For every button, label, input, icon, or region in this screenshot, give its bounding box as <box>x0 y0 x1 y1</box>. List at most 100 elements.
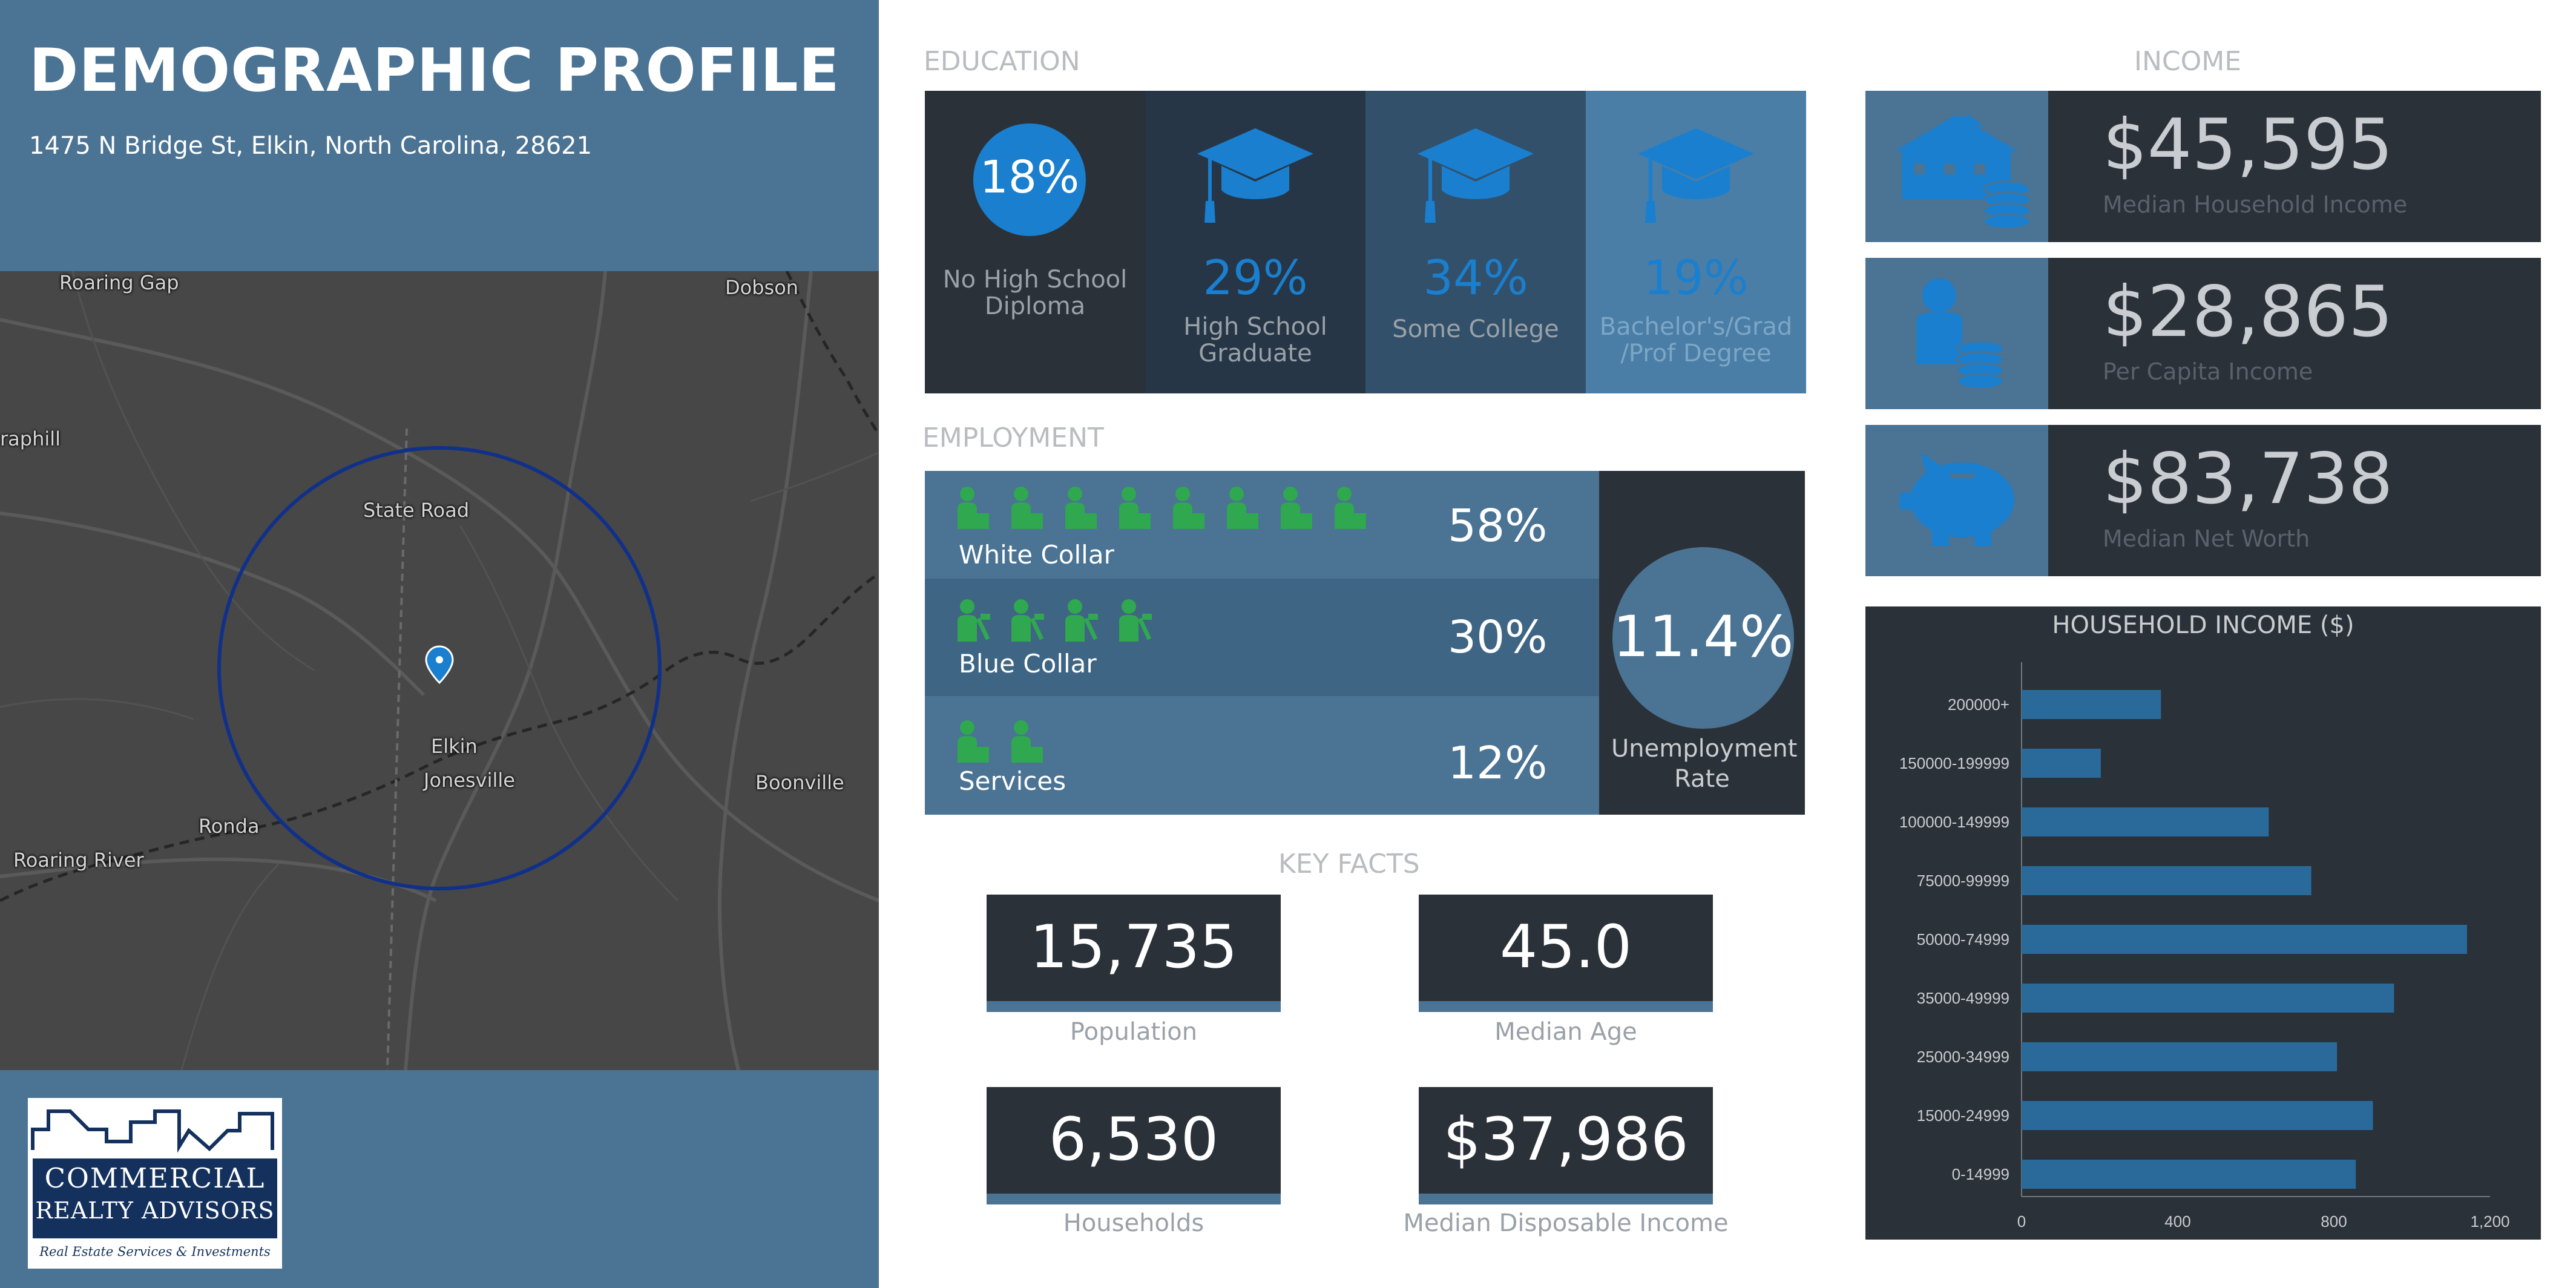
graduation-cap-icon <box>1197 128 1313 223</box>
unemployment-value: 11.4% <box>1612 604 1794 670</box>
income-body: $28,865 Per Capita Income <box>2048 258 2541 409</box>
x-tick-label: 0 <box>2017 1212 2026 1230</box>
income-label: Median Net Worth <box>2103 525 2310 552</box>
edu-label: Some College <box>1392 315 1559 343</box>
income-value: $83,738 <box>2103 438 2393 520</box>
income-heading: INCOME <box>2134 46 2242 77</box>
bar <box>2022 807 2269 836</box>
logo-line-1: COMMERCIAL <box>44 1162 266 1194</box>
map-label: Roaring River <box>13 849 144 872</box>
y-tick-label: 75000-99999 <box>1917 872 2009 890</box>
logo-banner <box>33 1158 277 1238</box>
page-title: DEMOGRAPHIC PROFILE <box>29 36 840 105</box>
bar <box>2022 866 2312 895</box>
edu-label: Bachelor's/Grad /Prof Degree <box>1599 313 1793 367</box>
education-no-diploma: 18% No High School Diploma <box>925 91 1145 393</box>
map-label: Ronda <box>199 815 260 838</box>
y-tick-label: 200000+ <box>1948 695 2009 714</box>
logo-tagline: Real Estate Services & Investments <box>39 1244 271 1259</box>
bar <box>2022 1160 2356 1189</box>
y-tick-label: 150000-199999 <box>1899 754 2009 772</box>
logo-line-2: REALTY ADVISORS <box>35 1197 275 1224</box>
person-icon <box>1011 720 1043 763</box>
fact-label: Median Age <box>1494 1018 1637 1046</box>
household-income-chart: HOUSEHOLD INCOME ($) 200000+ 150000-19999… <box>1865 606 2541 1240</box>
white-collar-icons <box>954 484 1414 533</box>
income-per-capita: $28,865 Per Capita Income <box>1865 258 2541 409</box>
x-tick-label: 400 <box>2164 1212 2190 1230</box>
emp-pct: 58% <box>1448 500 1548 552</box>
person-icon <box>958 720 989 763</box>
y-tick-label: 25000-34999 <box>1917 1048 2009 1066</box>
employment-services: Services 12% <box>925 696 1599 815</box>
chart-title: HOUSEHOLD INCOME ($) <box>2052 611 2354 639</box>
unemployment-panel: 11.4% Unemployment Rate <box>1599 471 1805 815</box>
bar <box>2022 1101 2373 1130</box>
site-address: 1475 N Bridge St, Elkin, North Carolina,… <box>29 132 593 160</box>
person-icon <box>958 487 989 529</box>
worker-icon <box>1011 599 1044 642</box>
bar <box>2022 690 2161 719</box>
income-icon-bg <box>1865 425 2048 576</box>
education-heading: EDUCATION <box>924 46 1080 77</box>
house-coins-icon <box>1894 115 2031 230</box>
worker-icon <box>958 599 990 642</box>
income-value: $45,595 <box>2103 104 2393 186</box>
map-roads <box>0 271 879 1070</box>
edu-pct: 34% <box>1423 251 1528 306</box>
employment-blue-collar: Blue Collar 30% <box>925 579 1599 696</box>
location-pin-icon <box>425 645 454 685</box>
fact-value: 45.0 <box>1499 913 1632 982</box>
fact-label: Median Disposable Income <box>1403 1209 1729 1237</box>
worker-icon <box>1065 599 1098 642</box>
employment-heading: EMPLOYMENT <box>922 422 1104 453</box>
income-body: $83,738 Median Net Worth <box>2048 425 2541 576</box>
fact-label: Households <box>1063 1209 1204 1237</box>
y-tick-label: 15000-24999 <box>1917 1106 2009 1125</box>
map-label: State Road <box>363 499 470 522</box>
y-tick-label: 0-14999 <box>1952 1165 2009 1183</box>
y-tick-label: 35000-49999 <box>1917 989 2009 1007</box>
person-icon <box>1119 487 1151 529</box>
person-icon <box>1227 487 1258 529</box>
blue-collar-icons <box>954 597 1414 645</box>
emp-label: Services <box>959 766 1066 796</box>
company-logo: COMMERCIAL REALTY ADVISORS Real Estate S… <box>28 1098 282 1269</box>
bar <box>2022 749 2101 778</box>
income-icon-bg <box>1865 258 2048 409</box>
income-value: $28,865 <box>2103 271 2393 353</box>
x-tick-label: 800 <box>2321 1212 2347 1230</box>
graduation-cap-icon <box>1418 128 1534 223</box>
income-label: Median Household Income <box>2103 191 2408 218</box>
person-icon <box>1065 487 1097 529</box>
edu-pct-circle <box>973 123 1086 236</box>
income-median-household: $45,595 Median Household Income <box>1865 91 2541 242</box>
bar <box>2022 925 2467 954</box>
fact-population: 15,735 <box>987 895 1281 1012</box>
fact-disposable-income: $37,986 <box>1419 1087 1713 1204</box>
area-map[interactable]: Roaring Gap Dobson raphill State Road El… <box>0 271 879 1070</box>
emp-label: White Collar <box>959 540 1114 570</box>
fact-label: Population <box>1070 1018 1198 1046</box>
map-label: Elkin <box>431 735 478 758</box>
map-label: Boonville <box>755 771 844 794</box>
income-net-worth: $83,738 Median Net Worth <box>1865 425 2541 576</box>
skyline-icon <box>31 1109 274 1153</box>
education-bachelors: 19% Bachelor's/Grad /Prof Degree <box>1586 91 1806 393</box>
household-income-plot: 200000+ 150000-199999 100000-149999 75000-9… <box>1899 662 2510 1230</box>
x-tick-label: 1,200 <box>2470 1212 2509 1230</box>
graduation-cap-icon <box>1638 128 1754 223</box>
person-icon <box>1011 487 1043 529</box>
fact-value: 6,530 <box>1048 1105 1219 1174</box>
unemployment-label: Unemployment Rate <box>1611 735 1798 793</box>
radius-circle <box>217 446 662 890</box>
fact-households: 6,530 <box>987 1087 1281 1204</box>
edu-label: High School Graduate <box>1183 313 1327 367</box>
emp-pct: 30% <box>1448 611 1548 663</box>
unemployment-circle <box>1612 547 1794 729</box>
education-high-school: 29% High School Graduate <box>1145 91 1365 393</box>
fact-median-age: 45.0 <box>1419 895 1713 1012</box>
emp-pct: 12% <box>1448 737 1548 789</box>
piggy-bank-icon <box>1899 453 2014 546</box>
bar <box>2022 1042 2338 1071</box>
